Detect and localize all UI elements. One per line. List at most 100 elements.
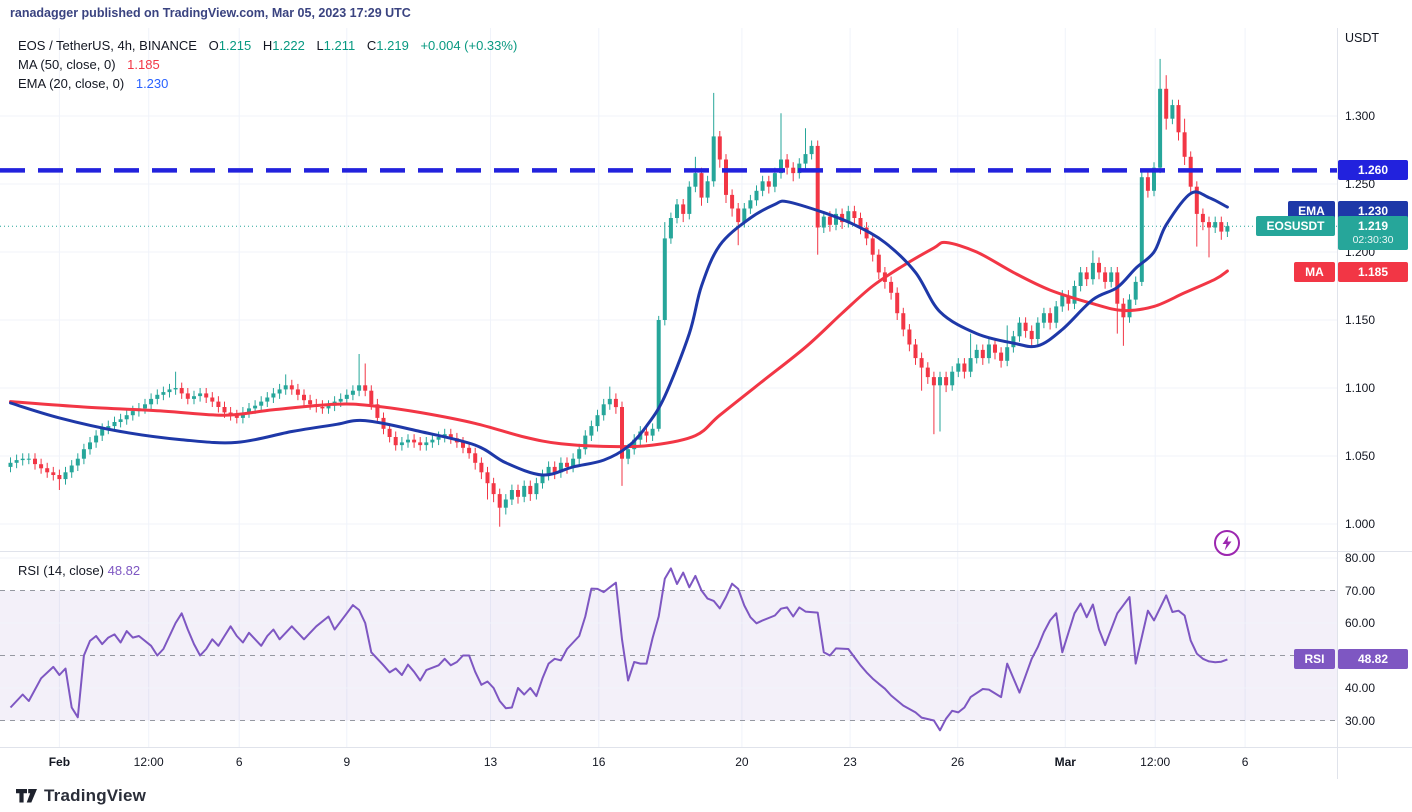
candle-body: [338, 398, 343, 402]
ema-legend-row[interactable]: EMA (20, close, 0) 1.230: [18, 74, 517, 93]
candle-body: [8, 462, 13, 467]
candle-body: [950, 371, 955, 386]
pane-separator[interactable]: [0, 551, 1412, 552]
candle-body: [1225, 226, 1230, 232]
ma-legend-row[interactable]: MA (50, close, 0) 1.185: [18, 55, 517, 74]
candle-body: [791, 167, 796, 174]
candle-body: [675, 204, 679, 218]
time-axis[interactable]: Feb 12:00 6 9 13 16 20 23 26 Mar 12:00 6: [0, 747, 1412, 779]
candle-body: [534, 483, 539, 495]
rsi-label: RSI (14, close): [18, 563, 104, 578]
candle-body: [583, 435, 588, 450]
candle-body: [993, 344, 997, 353]
tradingview-logo[interactable]: TradingView: [16, 786, 146, 806]
rsi-tick-label: 60.00: [1345, 616, 1376, 630]
candle-body: [63, 472, 68, 480]
candle-body: [895, 292, 900, 314]
candle-body: [1213, 222, 1218, 228]
candle-body: [577, 449, 582, 459]
candle-body: [271, 393, 276, 398]
time-tick-label: 9: [343, 755, 351, 769]
candle-body: [528, 485, 533, 495]
candle-body: [1139, 177, 1144, 282]
candle-body: [785, 159, 790, 168]
price-tick-label: 1.000: [1345, 517, 1376, 531]
candle-body: [210, 397, 215, 402]
symbol-legend-row[interactable]: EOS / TetherUS, 4h, BINANCE O1.215 H1.22…: [18, 36, 517, 55]
candle-body: [1078, 272, 1083, 286]
candle-body: [1072, 286, 1077, 304]
candle-body: [956, 363, 961, 372]
candle-body: [1041, 313, 1046, 323]
candle-body: [185, 393, 190, 399]
rsi-value-badge: 48.82: [1338, 649, 1408, 670]
candle-body: [522, 485, 527, 497]
candle-body: [406, 439, 410, 443]
lightning-bolt-icon: [1222, 535, 1232, 551]
candle-body: [613, 398, 618, 408]
rsi-tag-badge: RSI: [1294, 649, 1335, 670]
candle-body: [387, 428, 392, 437]
candle-body: [748, 200, 753, 209]
candle-body: [1219, 222, 1224, 232]
price-tick-label: 1.050: [1345, 449, 1376, 463]
candle-body: [827, 216, 832, 225]
rsi-tick-label: 30.00: [1345, 713, 1376, 728]
ohlc-close-label: C: [366, 38, 377, 53]
candle-body: [693, 173, 698, 187]
candle-body: [864, 227, 869, 239]
candle-body: [509, 490, 514, 500]
candle-body: [51, 472, 56, 475]
candle-body: [815, 145, 820, 228]
lightning-button[interactable]: [1213, 529, 1241, 557]
candle-body: [302, 394, 306, 401]
symbol-title: EOS / TetherUS, 4h, BINANCE: [18, 38, 197, 53]
candle-body: [1054, 306, 1059, 323]
candle-body: [259, 401, 264, 406]
candle-body: [1060, 295, 1065, 307]
candle-body: [461, 442, 465, 448]
candle-body: [94, 435, 99, 443]
candle-body: [289, 385, 294, 390]
candle-body: [925, 367, 930, 378]
tradingview-logo-icon: [16, 789, 37, 803]
candle-body: [1066, 295, 1071, 304]
candle-body: [565, 462, 569, 467]
time-tick-label: 6: [1241, 755, 1249, 769]
candle-body: [870, 238, 875, 255]
price-axis-unit: USDT: [1345, 31, 1380, 45]
candle-body: [907, 329, 912, 345]
candle-body: [1133, 281, 1138, 300]
rsi-legend-row[interactable]: RSI (14, close) 48.82: [18, 563, 140, 578]
price-tick-label: 1.300: [1345, 109, 1376, 123]
candle-body: [705, 181, 710, 198]
candle-body: [491, 483, 496, 495]
candle-body: [699, 173, 704, 198]
candle-body: [124, 415, 129, 420]
candle-body: [711, 136, 716, 182]
candle-body: [375, 404, 380, 418]
candle-body: [779, 159, 783, 174]
candle-body: [149, 398, 154, 405]
candle-body: [283, 385, 288, 390]
candle-body: [277, 389, 282, 394]
candle-body: [1158, 88, 1163, 168]
candle-body: [766, 181, 771, 187]
candle-body: [1164, 88, 1169, 119]
candle-body: [913, 344, 918, 359]
candle-body: [418, 442, 423, 446]
candle-body: [479, 462, 484, 473]
rsi-value: 48.82: [107, 563, 141, 578]
price-tick-label: 1.150: [1345, 313, 1376, 327]
candle-body: [26, 458, 31, 460]
candle-body: [497, 494, 502, 508]
candle-body: [552, 466, 557, 473]
candle-body: [687, 186, 692, 214]
time-tick-label: 16: [592, 755, 606, 769]
ohlc-high-value: 1.222: [272, 38, 305, 53]
candle-body: [234, 415, 239, 418]
candle-body: [944, 377, 949, 386]
candle-body: [1048, 313, 1053, 323]
candle-body: [192, 396, 196, 399]
